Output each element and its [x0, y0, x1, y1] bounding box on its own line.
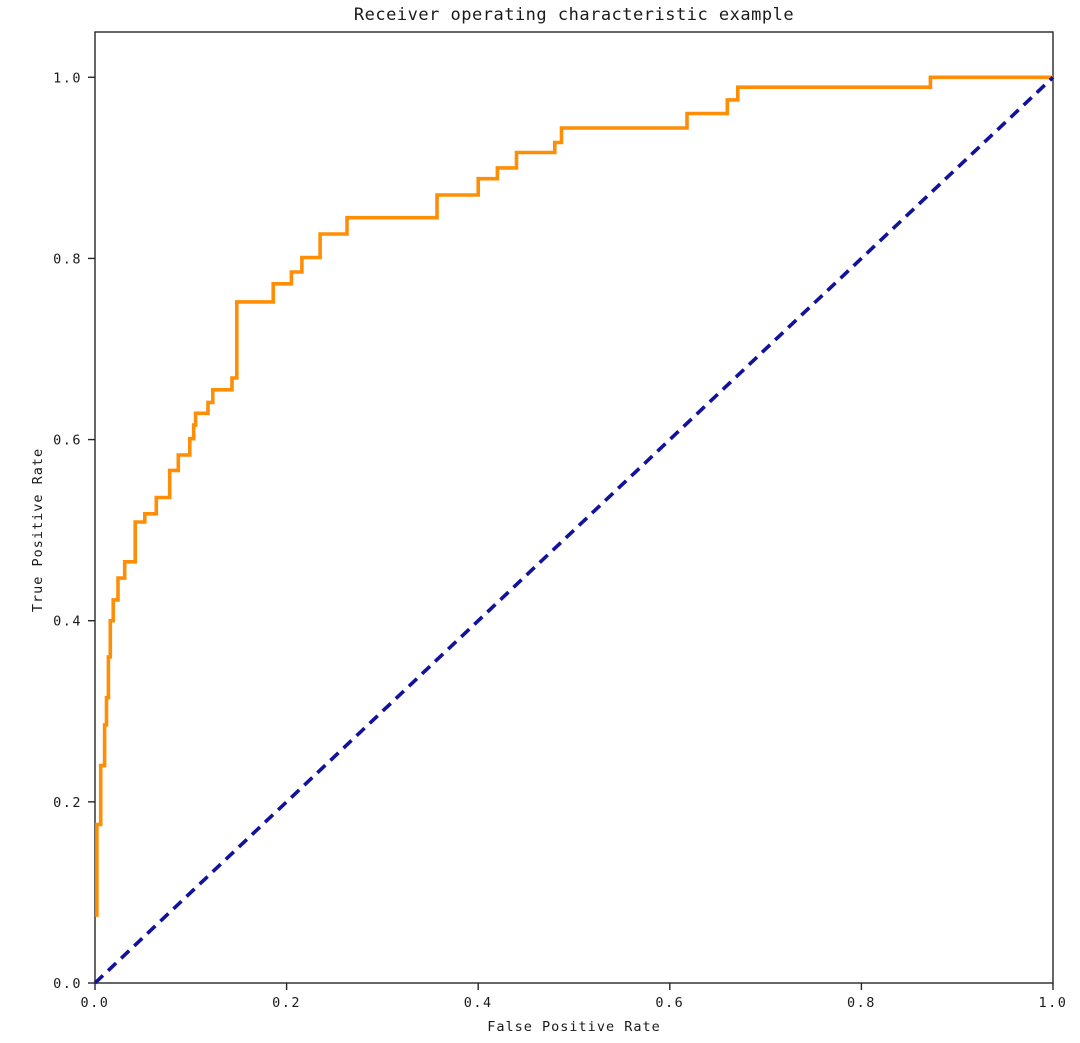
y-tick-label: 0.0: [53, 976, 82, 992]
x-tick-label: 0.8: [847, 995, 876, 1011]
y-axis-label: True Positive Rate: [30, 448, 46, 612]
y-axis-ticks: 0.0 0.2 0.4 0.6 0.8 1.0: [53, 70, 95, 992]
plot-area: [94, 31, 1054, 984]
x-tick-label: 1.0: [1039, 995, 1068, 1011]
y-tick-label: 1.0: [53, 70, 82, 86]
y-tick-label: 0.2: [53, 795, 82, 811]
x-axis-label: False Positive Rate: [487, 1019, 660, 1035]
y-tick-label: 0.4: [53, 614, 82, 630]
x-tick-label: 0.4: [464, 995, 493, 1011]
chance-diagonal-line: [93, 75, 1055, 985]
y-tick-label: 0.6: [53, 433, 82, 449]
chart-title: Receiver operating characteristic exampl…: [354, 5, 794, 25]
y-tick-label: 0.8: [53, 251, 82, 267]
chart-series: [93, 75, 1055, 985]
x-tick-label: 0.6: [655, 995, 684, 1011]
roc-curve-line: [95, 75, 1053, 917]
x-tick-label: 0.0: [81, 995, 110, 1011]
x-axis-ticks: 0.0 0.2 0.4 0.6 0.8 1.0: [81, 983, 1068, 1011]
x-tick-label: 0.2: [272, 995, 301, 1011]
